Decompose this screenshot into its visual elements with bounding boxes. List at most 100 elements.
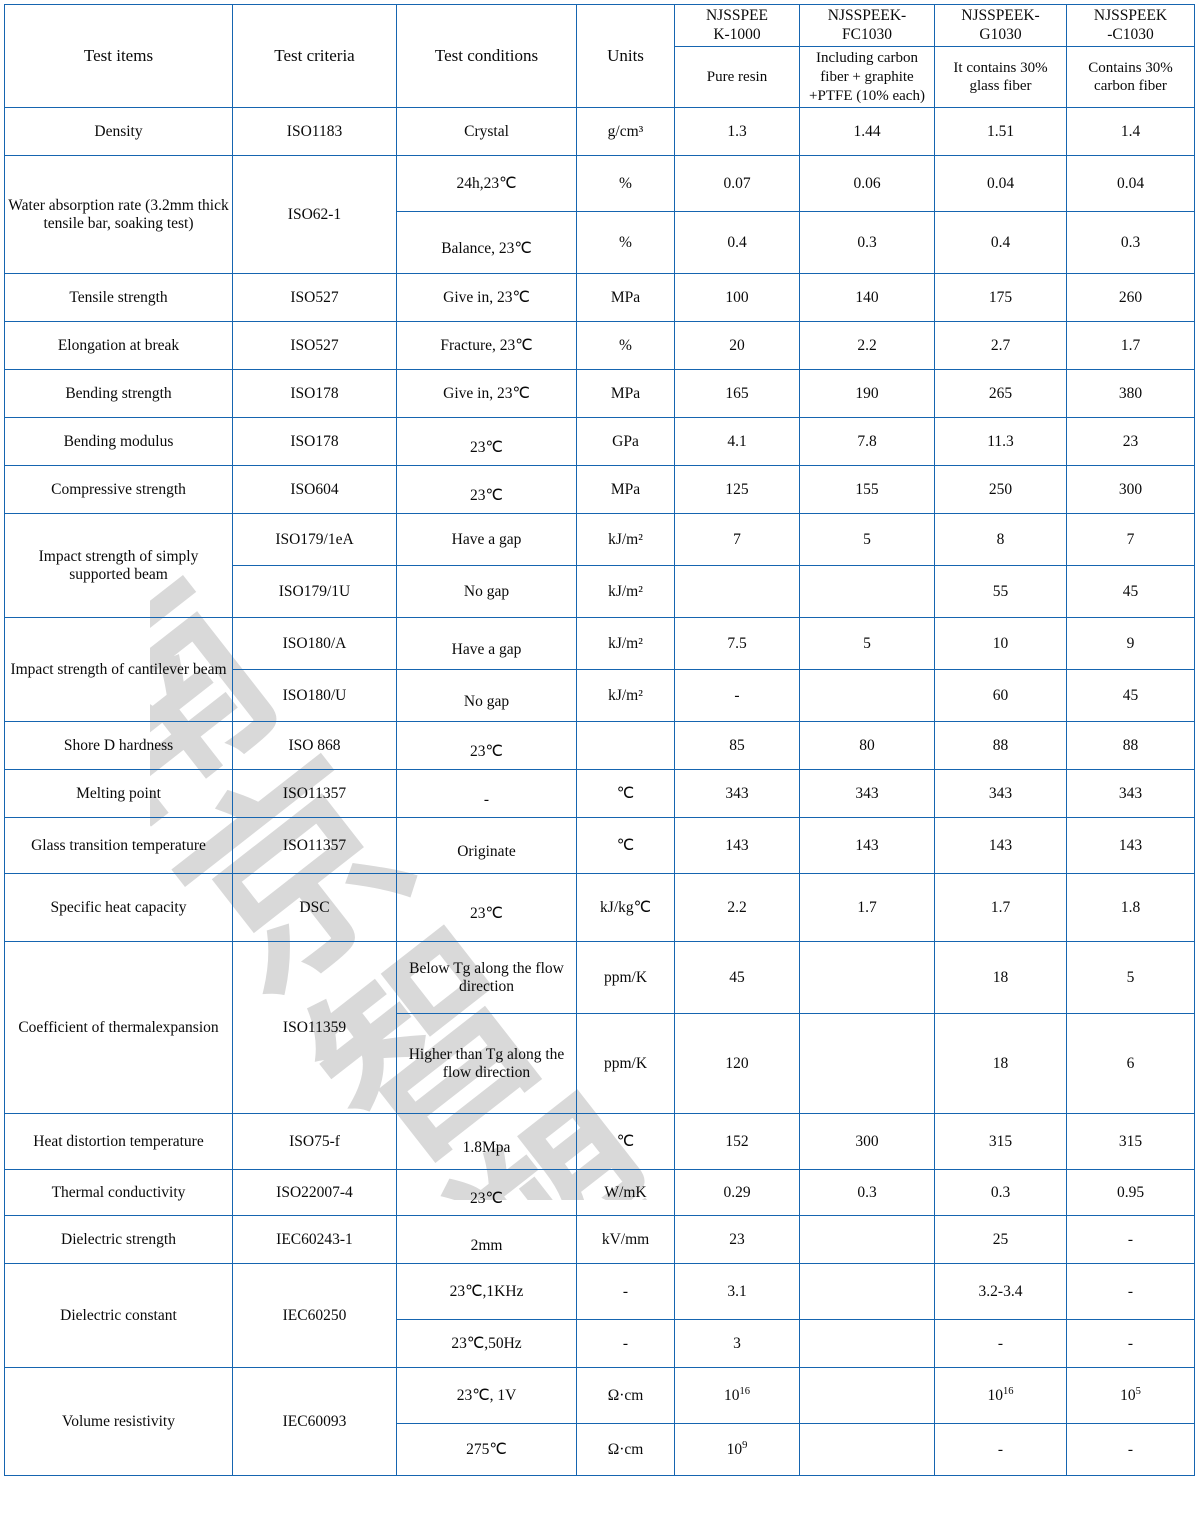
cell-test-item: Shore D hardness <box>4 721 233 771</box>
cell-test-item: Glass transition temperature <box>4 817 233 875</box>
header-row-top: Test items Test criteria Test conditions… <box>4 3 1195 109</box>
cell-unit: kJ/m² <box>576 617 675 671</box>
cell-value-product-4: 5 <box>1066 941 1195 1015</box>
cell-unit: GPa <box>576 417 675 467</box>
cell-value-product-2: 343 <box>799 769 935 819</box>
product-code-line1: NJSSPEE <box>705 7 769 24</box>
cell-value-product-2 <box>799 941 935 1015</box>
product-code-line1: NJSSPEEK- <box>827 7 907 24</box>
cell-unit: ℃ <box>576 769 675 819</box>
cell-value-product-2: 2.2 <box>799 321 935 371</box>
cell-test-criteria: ISO180/U <box>232 669 397 723</box>
cell-test-condition: 23℃ <box>396 465 577 515</box>
cell-test-condition: Balance, 23℃ <box>396 211 577 275</box>
cell-unit: kJ/m² <box>576 565 675 619</box>
cell-test-criteria: ISO11357 <box>232 817 397 875</box>
cell-test-condition: 24h,23℃ <box>396 155 577 213</box>
header-product-code-4: NJSSPEEK -C1030 <box>1066 3 1195 48</box>
cell-test-item: Heat distortion temperature <box>4 1113 233 1171</box>
cell-test-condition: Crystal <box>396 107 577 157</box>
table-row: Glass transition temperature ISO11357 Orig… <box>4 817 1195 875</box>
cell-value-product-3: 10 <box>934 617 1067 671</box>
cell-value-product-4: 1.8 <box>1066 873 1195 943</box>
cell-value-product-2: 140 <box>799 273 935 323</box>
cell-test-item: Compressive strength <box>4 465 233 515</box>
cell-value-product-4: 9 <box>1066 617 1195 671</box>
cell-test-condition: - <box>396 769 577 819</box>
cell-value-product-2 <box>799 1215 935 1265</box>
cell-value-product-4: 260 <box>1066 273 1195 323</box>
cell-value-product-1: 109 <box>674 1423 800 1477</box>
cell-value-product-2 <box>799 1263 935 1321</box>
header-units: Units <box>576 3 675 109</box>
cell-test-condition: Fracture, 23℃ <box>396 321 577 371</box>
table-row: ISO180/U No gap kJ/m² - 60 45 <box>5 669 1195 723</box>
cell-value-product-2: 5 <box>799 617 935 671</box>
cell-value-product-4: 45 <box>1066 565 1195 619</box>
cell-value-product-1: 152 <box>674 1113 800 1171</box>
cell-value-product-4: - <box>1066 1319 1195 1369</box>
cell-test-condition: 2mm <box>396 1215 577 1265</box>
cell-test-criteria: ISO527 <box>232 321 397 371</box>
cell-unit: kJ/m² <box>576 669 675 723</box>
cell-value-product-4: 1.4 <box>1066 107 1195 157</box>
cell-value-product-4: 7 <box>1066 513 1195 567</box>
cell-value-product-4: - <box>1066 1215 1195 1265</box>
cell-unit: MPa <box>576 369 675 419</box>
cell-value-product-1: 45 <box>674 941 800 1015</box>
cell-value-product-2: 0.06 <box>799 155 935 213</box>
cell-unit: W/mK <box>576 1169 675 1217</box>
cell-value-product-3: 0.4 <box>934 211 1067 275</box>
cell-test-condition: 1.8Mpa <box>396 1113 577 1171</box>
header-product-desc-3: It contains 30% glass fiber <box>934 46 1067 109</box>
cell-value-product-1: 2.2 <box>674 873 800 943</box>
cell-value-product-2: 7.8 <box>799 417 935 467</box>
cell-value-product-1: 1.3 <box>674 107 800 157</box>
cell-test-condition: Have a gap <box>396 617 577 671</box>
cell-test-condition: Originate <box>396 817 577 875</box>
cell-value-product-2: 300 <box>799 1113 935 1171</box>
cell-value-product-3: 11.3 <box>934 417 1067 467</box>
cell-unit <box>576 721 675 771</box>
product-code-line1: NJSSPEEK <box>1093 7 1168 24</box>
cell-unit: g/cm³ <box>576 107 675 157</box>
cell-value-product-1: 23 <box>674 1215 800 1265</box>
cell-value-product-4: 45 <box>1066 669 1195 723</box>
cell-test-criteria: IEC60250 <box>232 1263 397 1369</box>
table-row: Melting point ISO11357- ℃ 343 343 343 343 <box>4 769 1195 819</box>
cell-unit: ppm/K <box>576 941 675 1015</box>
cell-value-product-3: 175 <box>934 273 1067 323</box>
cell-test-condition: Give in, 23℃ <box>396 369 577 419</box>
cell-test-item: Specific heat capacity <box>4 873 233 943</box>
table-row: Dielectric constant IEC60250 23℃,1KHz -3.1 3… <box>4 1263 1195 1369</box>
cell-value-product-4: 88 <box>1066 721 1195 771</box>
cell-value-product-3: 143 <box>934 817 1067 875</box>
cell-test-criteria: ISO180/A <box>232 617 397 671</box>
product-code-line2: G1030 <box>979 25 1022 43</box>
cell-value-product-2 <box>799 669 935 723</box>
cell-test-criteria: ISO527 <box>232 273 397 323</box>
cell-value-product-3: - <box>934 1319 1067 1369</box>
cell-unit: % <box>576 155 675 213</box>
product-code-line1: NJSSPEEK- <box>961 7 1040 24</box>
cell-test-item: Melting point <box>4 769 233 819</box>
cell-value-product-1: 125 <box>674 465 800 515</box>
cell-test-condition: 275℃ <box>396 1423 577 1477</box>
product-code-line2: K-1000 <box>713 25 761 43</box>
cell-value-product-1: 120 <box>674 1013 800 1115</box>
cell-value-product-2: 0.3 <box>799 1169 935 1217</box>
cell-value-product-4: 300 <box>1066 465 1195 515</box>
cell-unit: kJ/m² <box>576 513 675 567</box>
cell-value-product-4: 0.04 <box>1066 155 1195 213</box>
cell-value-product-3: 0.04 <box>934 155 1067 213</box>
cell-test-condition: 23℃ <box>396 1169 577 1217</box>
table-row: Impact strength of cantilever beam ISO180… <box>4 617 1195 723</box>
cell-value-product-3: 265 <box>934 369 1067 419</box>
cell-test-criteria: IEC60243-1 <box>232 1215 397 1265</box>
cell-value-product-4: 143 <box>1066 817 1195 875</box>
cell-test-item: Bending modulus <box>4 417 233 467</box>
cell-value-product-1: 100 <box>674 273 800 323</box>
cell-test-condition: 23℃ <box>396 873 577 943</box>
cell-test-criteria: ISO179/1U <box>232 565 397 619</box>
cell-value-product-3: 18 <box>934 941 1067 1015</box>
